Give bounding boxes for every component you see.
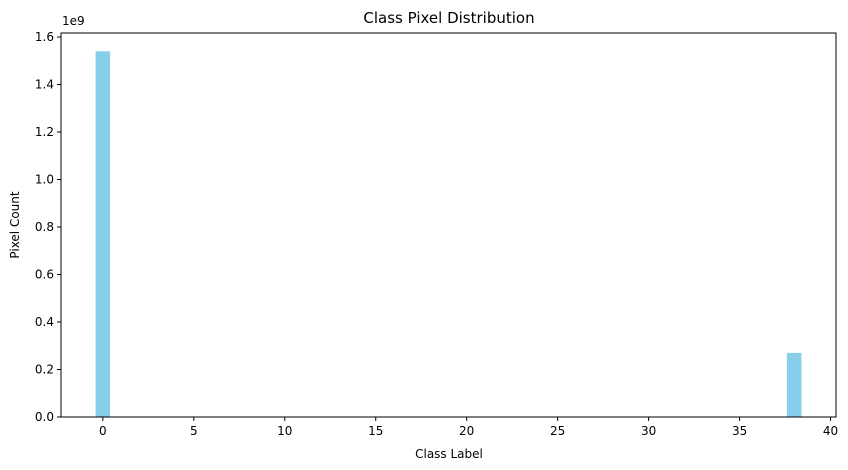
x-tick-label: 35 xyxy=(732,424,747,438)
x-tick-label: 40 xyxy=(823,424,838,438)
x-tick-label: 0 xyxy=(99,424,107,438)
y-axis-label: Pixel Count xyxy=(8,191,22,259)
y-tick-label: 1.0 xyxy=(35,173,54,187)
y-tick-label: 0.4 xyxy=(35,315,54,329)
x-tick-label: 25 xyxy=(550,424,565,438)
y-tick-label: 1.6 xyxy=(35,30,54,44)
y-axis-offset-label: 1e9 xyxy=(62,14,85,28)
bars-layer xyxy=(95,51,802,418)
plot-frame xyxy=(60,32,837,418)
y-tick-label: 0.2 xyxy=(35,363,54,377)
ticks-layer: 0 5 10 15 20 25 30 35 40 0.0 0.2 0.4 0.6 0.8 1.0 1.2 1.4… xyxy=(35,30,838,438)
bar-class-0 xyxy=(95,51,111,418)
x-tick-label: 10 xyxy=(277,424,292,438)
y-tick-label: 0.6 xyxy=(35,268,54,282)
x-axis-label: Class Label xyxy=(415,447,483,461)
x-tick-label: 30 xyxy=(641,424,656,438)
x-tick-label: 5 xyxy=(190,424,198,438)
y-tick-label: 1.4 xyxy=(35,78,54,92)
y-tick-label: 0.0 xyxy=(35,410,54,424)
x-tick-label: 15 xyxy=(368,424,383,438)
bar-class-38 xyxy=(786,352,802,417)
y-tick-label: 0.8 xyxy=(35,220,54,234)
chart-title: Class Pixel Distribution xyxy=(363,9,534,27)
x-tick-label: 20 xyxy=(459,424,474,438)
y-tick-label: 1.2 xyxy=(35,125,54,139)
